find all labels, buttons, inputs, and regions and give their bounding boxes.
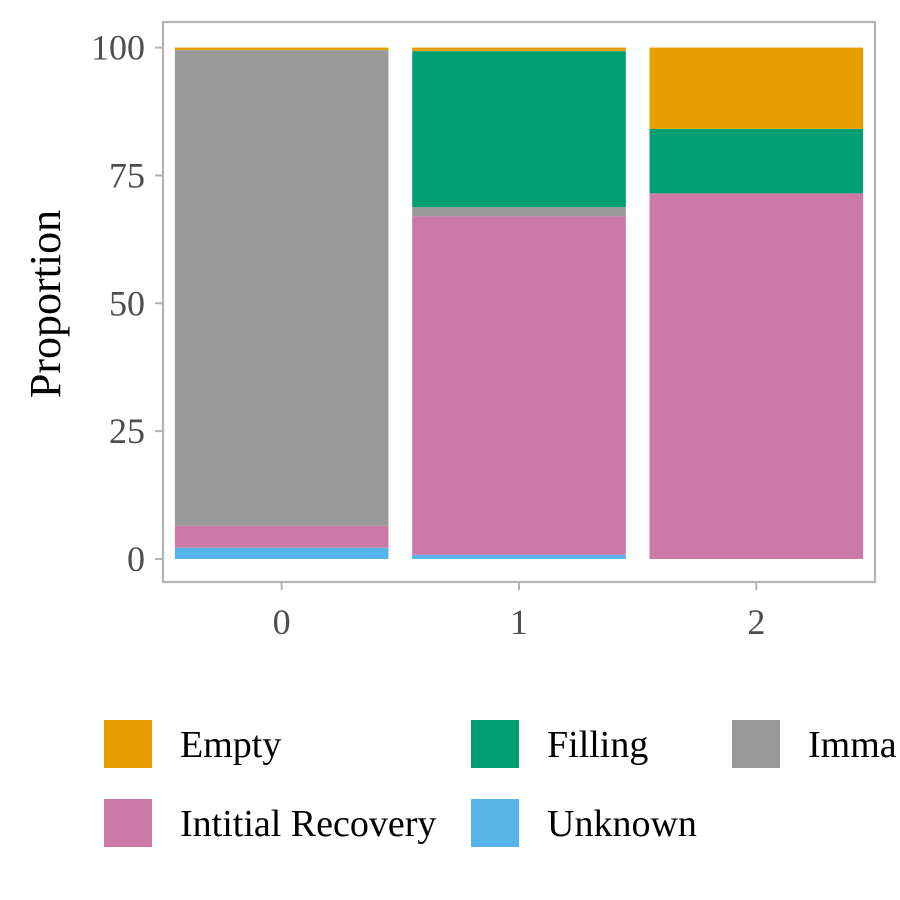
legend-label-empty: Empty [180, 724, 281, 766]
y-tick-label: 100 [91, 28, 145, 68]
bar-segment-intitial-recovery-0 [174, 525, 389, 548]
legend-key-unknown [471, 799, 519, 847]
legend: Empty Filling Imma Intitial Recovery Unknown [104, 720, 897, 847]
y-tick-label: 50 [109, 283, 145, 323]
legend-label-filling: Filling [547, 724, 648, 766]
y-axis-title: Proportion [21, 210, 70, 398]
bar-segment-filling-1 [412, 51, 626, 208]
y-tick-label: 25 [109, 411, 145, 451]
x-tick-label: 0 [273, 602, 291, 642]
bar-segment-imma-1 [412, 207, 626, 217]
bar-segment-unknown-0 [174, 547, 389, 559]
y-tick-label: 75 [109, 155, 145, 195]
bar-segment-empty-0 [174, 47, 389, 51]
bar-segment-empty-2 [649, 47, 864, 129]
bar-segment-intitial-recovery-2 [649, 193, 864, 559]
legend-key-imma [732, 720, 780, 768]
legend-key-empty [104, 720, 152, 768]
bar-segment-imma-0 [174, 50, 389, 526]
bar-segment-unknown-1 [412, 554, 626, 559]
legend-key-intitial-recovery [104, 799, 152, 847]
legend-label-unknown: Unknown [547, 803, 697, 845]
bar-segment-filling-2 [649, 128, 864, 194]
x-tick-label: 2 [747, 602, 765, 642]
bar-segment-intitial-recovery-1 [412, 216, 626, 555]
bars-layer [174, 47, 864, 559]
x-tick-label: 1 [510, 602, 528, 642]
x-axis: 0 1 2 [273, 582, 765, 642]
y-tick-label: 0 [127, 539, 145, 579]
bar-segment-empty-1 [412, 47, 626, 52]
legend-key-filling [471, 720, 519, 768]
legend-label-imma: Imma [808, 724, 897, 766]
y-axis: 0 25 50 75 100 [91, 28, 163, 579]
legend-label-intitial-recovery: Intitial Recovery [180, 803, 436, 845]
